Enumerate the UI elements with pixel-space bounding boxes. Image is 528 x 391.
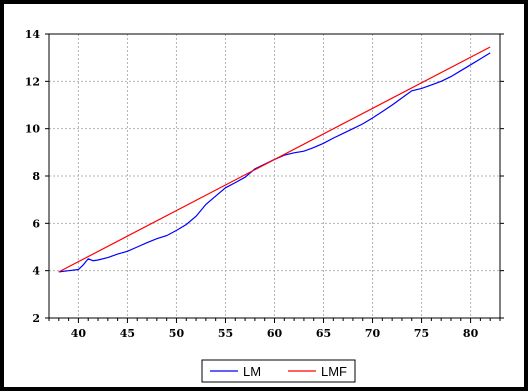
axes: 2 4 6 8 10 12 14 40 45 50 55 60 65 70 75 80 [25, 28, 504, 340]
series-lines [58, 46, 491, 273]
y-tick-label: 4 [32, 265, 40, 278]
x-tick-label: 50 [169, 327, 185, 340]
y-tick-label: 6 [32, 217, 40, 230]
y-tick-label: 12 [25, 75, 40, 88]
x-tick-label: 60 [267, 327, 283, 340]
legend-box [201, 359, 356, 383]
x-tick-label: 75 [414, 327, 429, 340]
x-tick-label: 55 [218, 327, 233, 340]
y-tick-label: 8 [32, 170, 40, 183]
x-tick-label: 70 [365, 327, 381, 340]
x-tick-label: 65 [316, 327, 331, 340]
series-line-lmf [58, 46, 491, 273]
x-tick-label: 80 [463, 327, 479, 340]
legend-label-lmf: LMF [321, 364, 347, 379]
x-tick-label: 45 [120, 327, 135, 340]
y-tick-label: 2 [32, 312, 40, 325]
legend-label-lm: LM [243, 364, 261, 379]
y-tick-label: 10 [25, 123, 41, 136]
x-tick-label: 40 [71, 327, 87, 340]
y-tick-label: 14 [25, 28, 41, 41]
legend: LM LMF [201, 359, 356, 383]
